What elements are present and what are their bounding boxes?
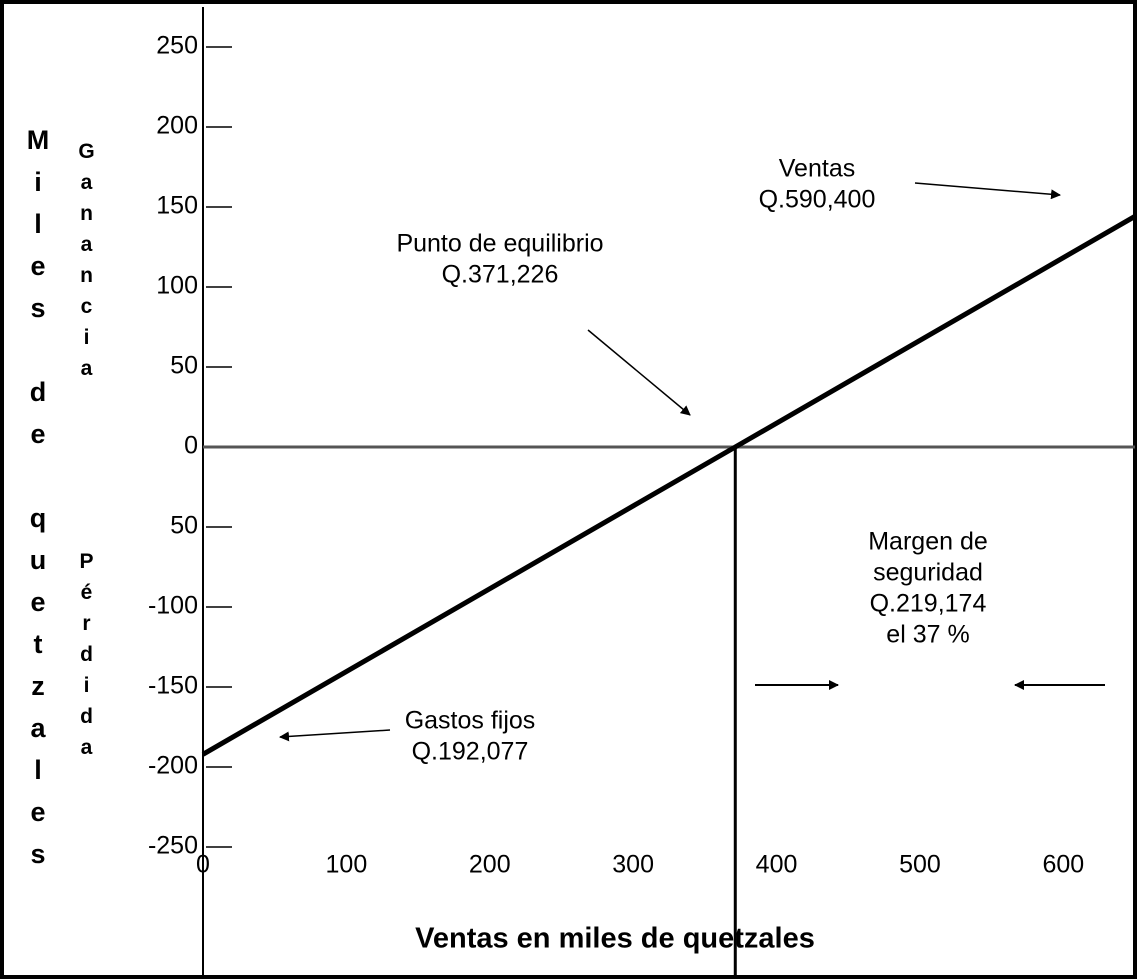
- y-tick-label: 50: [170, 512, 198, 540]
- y-tick-label: 100: [156, 272, 198, 300]
- y-tick-label: 150: [156, 192, 198, 220]
- y-tick-label: -250: [148, 832, 198, 860]
- annotation: Ventas: [779, 155, 855, 183]
- y-axis-label: Miles de quetzales: [23, 125, 53, 881]
- annotation: Punto de equilibrio: [396, 230, 603, 258]
- line: [201, 214, 1137, 757]
- y-tick-label: 0: [184, 432, 198, 460]
- y-tick-label: 250: [156, 32, 198, 60]
- x-tick-label: 600: [1042, 851, 1084, 879]
- annotation: Q.590,400: [759, 186, 876, 214]
- profit-label: Ganancia: [75, 140, 98, 388]
- x-tick-label: 0: [196, 851, 210, 879]
- x-tick-label: 400: [756, 851, 798, 879]
- loss-label: Pérdida: [75, 550, 98, 767]
- annotation: Margen de: [868, 528, 988, 556]
- arrow: [914, 182, 1061, 200]
- y-tick-label: -150: [148, 672, 198, 700]
- annotation: Q.371,226: [442, 261, 559, 289]
- annotation: el 37 %: [886, 621, 969, 649]
- arrow: [279, 729, 391, 742]
- x-tick-label: 300: [612, 851, 654, 879]
- y-tick-label: 200: [156, 112, 198, 140]
- annotation: Q.219,174: [870, 590, 987, 618]
- y-tick-label: -200: [148, 752, 198, 780]
- arrow: [587, 329, 691, 416]
- annotation: Q.192,077: [412, 738, 529, 766]
- x-tick-label: 200: [469, 851, 511, 879]
- x-axis-label: Ventas en miles de quetzales: [415, 923, 815, 955]
- annotation: Gastos fijos: [405, 707, 536, 735]
- y-tick-label: 50: [170, 352, 198, 380]
- x-tick-label: 500: [899, 851, 941, 879]
- annotation: seguridad: [873, 559, 983, 587]
- y-tick-label: -100: [148, 592, 198, 620]
- x-tick-label: 100: [326, 851, 368, 879]
